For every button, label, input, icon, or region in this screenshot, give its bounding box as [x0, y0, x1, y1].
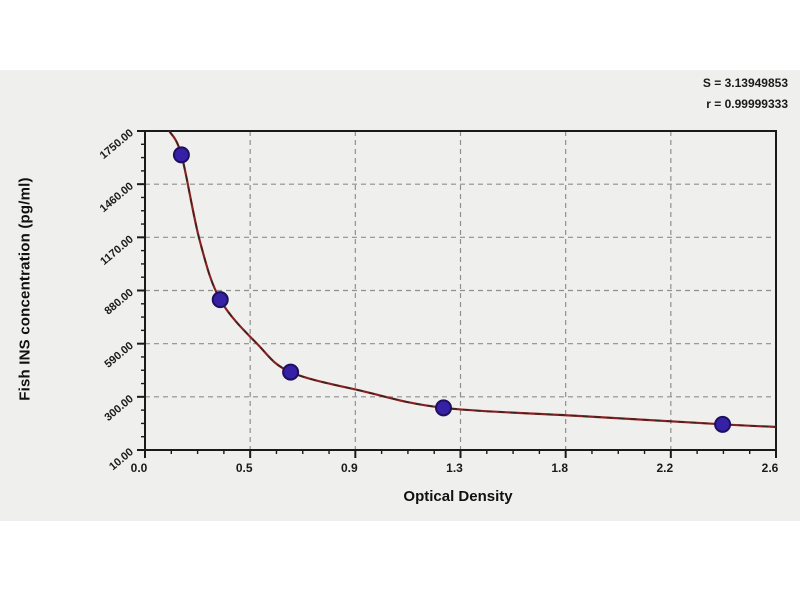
standard-point [282, 363, 300, 381]
y-axis-title: Fish INS concentration (pg/ml) [16, 177, 34, 401]
x-tick-label: 1.8 [551, 461, 568, 475]
x-tick-label: 0.9 [341, 461, 358, 475]
x-tick-label: 2.2 [656, 461, 673, 475]
standard-point [435, 399, 453, 417]
y-tick-label: 1170.00 [98, 233, 136, 267]
y-tick-label: 1750.00 [98, 127, 136, 162]
fit-curve [168, 130, 777, 428]
x-tick-label: 2.6 [762, 461, 779, 475]
y-tick-label: 590.00 [102, 340, 135, 371]
x-tick-label: 1.3 [446, 461, 463, 475]
fit-correlation-annotation: r = 0.99999333 [706, 97, 788, 111]
y-tick-label: 880.00 [102, 287, 135, 318]
y-tick-label: 1460.00 [98, 180, 136, 215]
y-tick-label: 300.00 [102, 393, 135, 424]
fit-curve-dashes [168, 130, 777, 428]
x-tick-label: 0.0 [131, 461, 148, 475]
chart-panel [0, 70, 800, 521]
x-tick-label: 0.5 [236, 461, 253, 475]
fit-stderr-annotation: S = 3.13949853 [702, 76, 788, 90]
standard-point [172, 146, 190, 164]
standard-point [211, 291, 229, 309]
x-axis-title: Optical Density [403, 488, 513, 505]
standard-point [714, 415, 732, 433]
